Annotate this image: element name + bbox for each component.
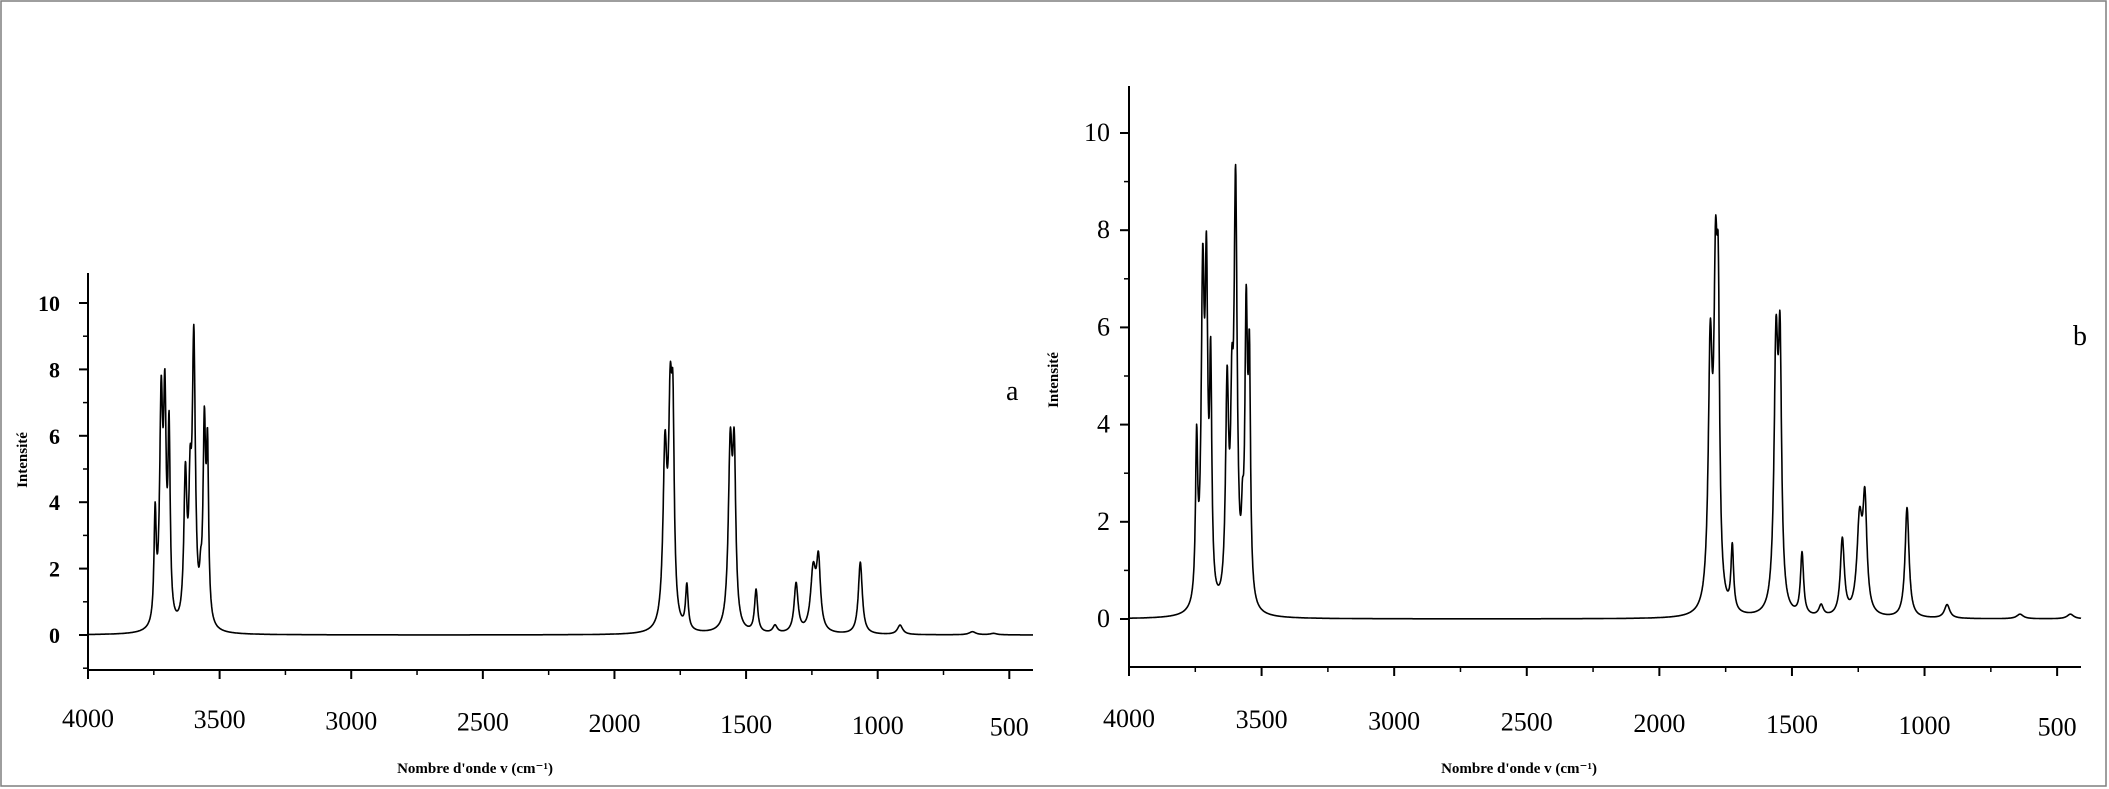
panel-label-b: b (2073, 321, 2087, 352)
y-tick-label: 2 (1097, 507, 1110, 536)
y-tick-labels: 0 2 4 6 8 10 (1084, 118, 1110, 633)
y-tick-label: 10 (1084, 118, 1110, 147)
y-tick-label: 0 (49, 623, 60, 648)
y-tick-label: 10 (38, 291, 60, 316)
x-tick-label: 4000 (62, 704, 114, 733)
x-tick-label: 2000 (588, 709, 640, 738)
x-tick-label: 3500 (194, 705, 246, 734)
x-tick-label: 1000 (852, 711, 904, 740)
x-tick-label: 1000 (1899, 711, 1951, 740)
y-axis-label: Intensité (15, 432, 31, 488)
x-tick-label: 3500 (1236, 705, 1288, 734)
y-tick-label: 6 (49, 424, 60, 449)
spectrum-line (87, 323, 1034, 636)
y-axis-label: Intensité (1046, 352, 1062, 408)
x-axis-label: Nombre d'onde v (cm⁻¹) (1441, 761, 1597, 777)
x-tick-label: 4000 (1103, 704, 1155, 733)
y-tick-label: 8 (49, 357, 60, 382)
spectrum-panel-a: 4000 3500 3000 2500 2000 1500 1000 500 0246810 … (15, 273, 1034, 777)
x-tick-label: 1500 (720, 710, 772, 739)
x-axis-label: Nombre d'onde v (cm⁻¹) (397, 761, 553, 777)
x-tick-label: 2500 (1501, 708, 1553, 737)
x-tick-label: 500 (990, 712, 1029, 741)
y-tick-label: 8 (1097, 215, 1110, 244)
y-tick-label: 4 (49, 490, 60, 515)
x-tick-label: 1500 (1766, 710, 1818, 739)
axis-ticks (1120, 132, 2059, 676)
x-tick-label: 2500 (457, 708, 509, 737)
x-tick-labels: 4000 3500 3000 2500 2000 1500 1000 500 (62, 704, 1029, 741)
x-tick-label: 3000 (1368, 706, 1420, 735)
panel-label-a: a (1006, 376, 1019, 407)
x-tick-labels: 4000 3500 3000 2500 2000 1500 1000 500 (1103, 704, 2077, 741)
x-tick-label: 3000 (325, 706, 377, 735)
spectrum-panel-b: 4000 3500 3000 2500 2000 1500 1000 500 0246810 … (1046, 86, 2087, 777)
y-tick-labels: 0 2 4 6 8 10 (38, 291, 60, 648)
spectrum-line (1128, 163, 2082, 620)
y-tick-label: 2 (49, 557, 60, 582)
x-tick-label: 500 (2038, 712, 2077, 741)
y-tick-label: 6 (1097, 312, 1110, 341)
y-tick-label: 4 (1097, 410, 1110, 439)
axis-ticks (79, 302, 1011, 679)
y-tick-label: 0 (1097, 604, 1110, 633)
x-tick-label: 2000 (1633, 709, 1685, 738)
